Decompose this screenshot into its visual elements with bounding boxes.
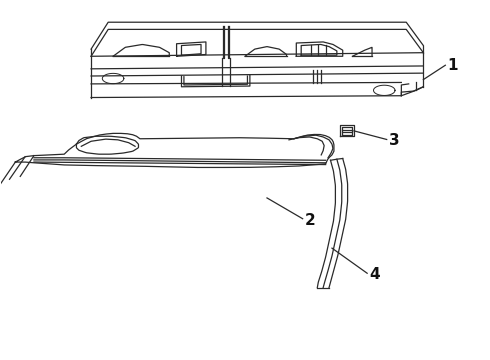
Text: 2: 2 xyxy=(305,213,316,228)
Text: 3: 3 xyxy=(389,133,400,148)
Text: 1: 1 xyxy=(448,58,458,73)
Text: 4: 4 xyxy=(369,267,380,282)
